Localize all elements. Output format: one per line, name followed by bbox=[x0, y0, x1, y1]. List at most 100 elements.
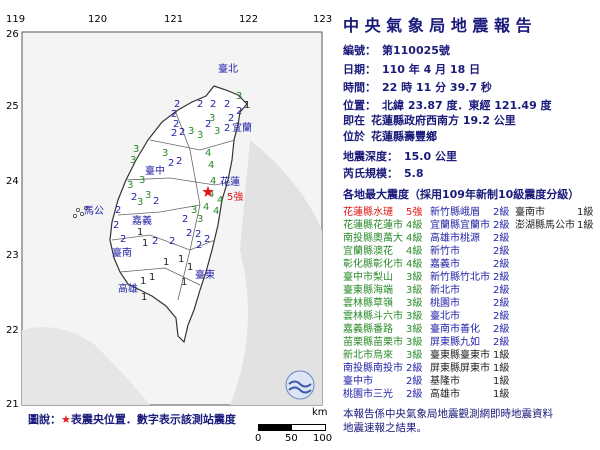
station-intensity: 2 bbox=[224, 123, 230, 134]
station-intensity: 4 bbox=[205, 148, 211, 159]
station-intensity: 3 bbox=[214, 126, 220, 137]
station-name: 宜蘭縣澳花 bbox=[343, 246, 393, 257]
station-intensity: 2 bbox=[120, 234, 126, 245]
station-intensity: 1 bbox=[181, 277, 187, 288]
report-title: 中 央 氣 象 局 地 震 報 告 bbox=[343, 16, 532, 35]
station-intensity: 3 bbox=[191, 205, 197, 216]
station-name: 臺中市梨山 bbox=[343, 272, 393, 283]
station-intensity: 2 bbox=[131, 192, 137, 203]
station-level: 4級 bbox=[406, 233, 423, 244]
report-date: 日期： 110 年 4 月 18 日 bbox=[343, 61, 486, 77]
scale-bar-black bbox=[258, 424, 293, 431]
station-name: 基隆市 bbox=[430, 376, 460, 387]
lat-label: 23 bbox=[6, 250, 19, 261]
station-level: 3級 bbox=[406, 272, 423, 283]
station-intensity: 2 bbox=[153, 196, 159, 207]
city-label: 高雄 bbox=[118, 282, 138, 295]
station-intensity: 3 bbox=[127, 180, 133, 191]
epicenter-star-icon bbox=[202, 186, 214, 197]
report-number: 編號： 第110025號 bbox=[343, 42, 456, 58]
station-intensity: 1 bbox=[163, 257, 169, 268]
scale-tick: 50 bbox=[285, 433, 298, 444]
label: 日期： bbox=[343, 63, 376, 76]
station-intensity: 4 bbox=[217, 195, 223, 206]
terrain-shading bbox=[230, 140, 322, 405]
station-intensity: 2 bbox=[196, 240, 202, 251]
station-intensity: 5強 bbox=[227, 190, 243, 203]
station-level: 3級 bbox=[406, 337, 423, 348]
report-location: 位置： 北緯 23.87 度．東經 121.49 度 bbox=[343, 97, 558, 113]
station-name: 彰化縣彰化市 bbox=[343, 259, 403, 270]
county-border bbox=[149, 139, 236, 151]
scale-unit: km bbox=[312, 407, 328, 418]
station-level: 4級 bbox=[406, 246, 423, 257]
station-intensity: 3 bbox=[130, 155, 136, 166]
station-name: 新北市 bbox=[430, 285, 460, 296]
station-level: 2級 bbox=[493, 246, 510, 257]
report-relative: 即在 花蓮縣政府西南方 19.2 公里 bbox=[343, 112, 522, 128]
station-intensity: 2 bbox=[228, 113, 234, 124]
station-level: 2級 bbox=[493, 298, 510, 309]
station-level: 1級 bbox=[577, 220, 594, 231]
value: 5.8 bbox=[404, 167, 424, 180]
station-level: 3級 bbox=[406, 298, 423, 309]
cwb-logo-wave bbox=[288, 386, 312, 394]
station-intensity: 2 bbox=[171, 109, 177, 120]
station-level: 2級 bbox=[493, 207, 510, 218]
station-name: 新竹縣峨眉 bbox=[430, 207, 480, 218]
value: 15.0 公里 bbox=[404, 150, 457, 163]
city-label: 臺南 bbox=[112, 246, 132, 259]
station-name: 苗栗縣苗栗市 bbox=[343, 337, 403, 348]
county-border bbox=[111, 234, 216, 251]
station-intensity: 4 bbox=[208, 189, 214, 200]
value: 花蓮縣政府西南方 19.2 公里 bbox=[371, 114, 516, 127]
label: 即在 bbox=[343, 114, 365, 127]
lat-label: 21 bbox=[6, 399, 19, 410]
lon-label: 121 bbox=[164, 14, 184, 25]
station-intensity: 1 bbox=[244, 100, 250, 111]
station-intensity: 2 bbox=[179, 127, 185, 138]
station-intensity: 2 bbox=[195, 229, 201, 240]
station-name: 臺中市 bbox=[343, 376, 373, 387]
station-intensity: 2 bbox=[236, 106, 242, 117]
station-level: 3級 bbox=[406, 350, 423, 361]
station-intensity: 3 bbox=[197, 130, 203, 141]
city-label: 臺北 bbox=[218, 62, 238, 75]
lon-label: 120 bbox=[88, 14, 108, 25]
cwb-logo-wave bbox=[288, 380, 312, 388]
report-depth: 地震深度： 15.0 公里 bbox=[343, 148, 463, 164]
station-name: 高雄市 bbox=[430, 389, 460, 400]
station-level: 1級 bbox=[493, 363, 510, 374]
report-panel: 中 央 氣 象 局 地 震 報 告 編號： 第110025號 日期： 110 年 4… bbox=[343, 0, 598, 450]
value: 花蓮縣壽豐鄉 bbox=[371, 130, 437, 143]
station-name: 嘉義縣番路 bbox=[343, 324, 393, 335]
station-intensity: 2 bbox=[115, 205, 121, 216]
county-border bbox=[174, 109, 201, 301]
station-intensity: 2 bbox=[224, 99, 230, 110]
station-name: 臺南市 bbox=[515, 207, 545, 218]
report-area: 位於 花蓮縣壽豐鄉 bbox=[343, 128, 443, 144]
station-name: 嘉義市 bbox=[430, 259, 460, 270]
intensity-heading: 各地最大震度（採用109年新制10級震度分級） bbox=[343, 188, 580, 201]
station-intensity: 1 bbox=[137, 227, 143, 238]
station-intensity: 2 bbox=[173, 119, 179, 130]
penghu-island bbox=[76, 208, 80, 212]
city-label: 宜蘭 bbox=[232, 121, 252, 134]
lat-label: 26 bbox=[6, 29, 19, 40]
city-label: 嘉義 bbox=[132, 214, 152, 227]
county-border bbox=[117, 204, 201, 216]
value: 北緯 23.87 度．東經 121.49 度 bbox=[382, 99, 552, 112]
station-level: 2級 bbox=[493, 337, 510, 348]
station-intensity: 2 bbox=[176, 156, 182, 167]
station-name: 桃園市三光 bbox=[343, 389, 393, 400]
lat-label: 24 bbox=[6, 176, 19, 187]
station-name: 新北市烏來 bbox=[343, 350, 393, 361]
station-name: 宜蘭縣宜蘭市 bbox=[430, 220, 490, 231]
station-intensity: 1 bbox=[141, 292, 147, 303]
station-intensity: 1 bbox=[142, 238, 148, 249]
lon-label: 123 bbox=[313, 14, 333, 25]
station-intensity: 3 bbox=[209, 113, 215, 124]
label: 地震深度： bbox=[343, 150, 398, 163]
station-name: 雲林縣草嶺 bbox=[343, 298, 393, 309]
station-intensity: 2 bbox=[152, 236, 158, 247]
